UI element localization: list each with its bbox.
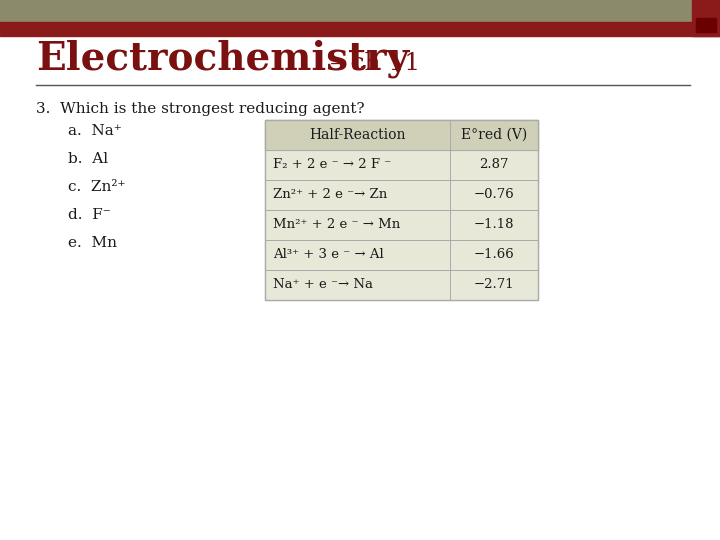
Bar bbox=[265, 120, 538, 300]
Text: Half-Reaction: Half-Reaction bbox=[310, 128, 406, 142]
Bar bbox=[265, 120, 538, 150]
Bar bbox=[0, 0, 720, 22]
Text: b.  Al: b. Al bbox=[68, 152, 108, 166]
Text: −0.76: −0.76 bbox=[474, 188, 514, 201]
Text: −2.71: −2.71 bbox=[474, 279, 514, 292]
Bar bbox=[0, 22, 720, 36]
Text: −1.66: −1.66 bbox=[474, 248, 514, 261]
Text: e.  Mn: e. Mn bbox=[68, 236, 117, 250]
Text: −1.18: −1.18 bbox=[474, 219, 514, 232]
Text: 3.  Which is the strongest reducing agent?: 3. Which is the strongest reducing agent… bbox=[36, 102, 364, 116]
Text: – ch 11: – ch 11 bbox=[322, 52, 420, 75]
Bar bbox=[692, 0, 720, 36]
Text: F₂ + 2 e ⁻ → 2 F ⁻: F₂ + 2 e ⁻ → 2 F ⁻ bbox=[273, 159, 391, 172]
Text: Na⁺ + e ⁻→ Na: Na⁺ + e ⁻→ Na bbox=[273, 279, 373, 292]
Text: c.  Zn²⁺: c. Zn²⁺ bbox=[68, 180, 125, 194]
Text: E°red (V): E°red (V) bbox=[461, 128, 527, 142]
Bar bbox=[696, 18, 716, 32]
Text: Electrochemistry: Electrochemistry bbox=[36, 40, 409, 78]
Text: Al³⁺ + 3 e ⁻ → Al: Al³⁺ + 3 e ⁻ → Al bbox=[273, 248, 384, 261]
Text: d.  F⁻: d. F⁻ bbox=[68, 208, 111, 222]
Bar bbox=[265, 120, 538, 300]
Text: a.  Na⁺: a. Na⁺ bbox=[68, 124, 122, 138]
Text: Zn²⁺ + 2 e ⁻→ Zn: Zn²⁺ + 2 e ⁻→ Zn bbox=[273, 188, 387, 201]
Text: Mn²⁺ + 2 e ⁻ → Mn: Mn²⁺ + 2 e ⁻ → Mn bbox=[273, 219, 400, 232]
Text: 2.87: 2.87 bbox=[480, 159, 509, 172]
